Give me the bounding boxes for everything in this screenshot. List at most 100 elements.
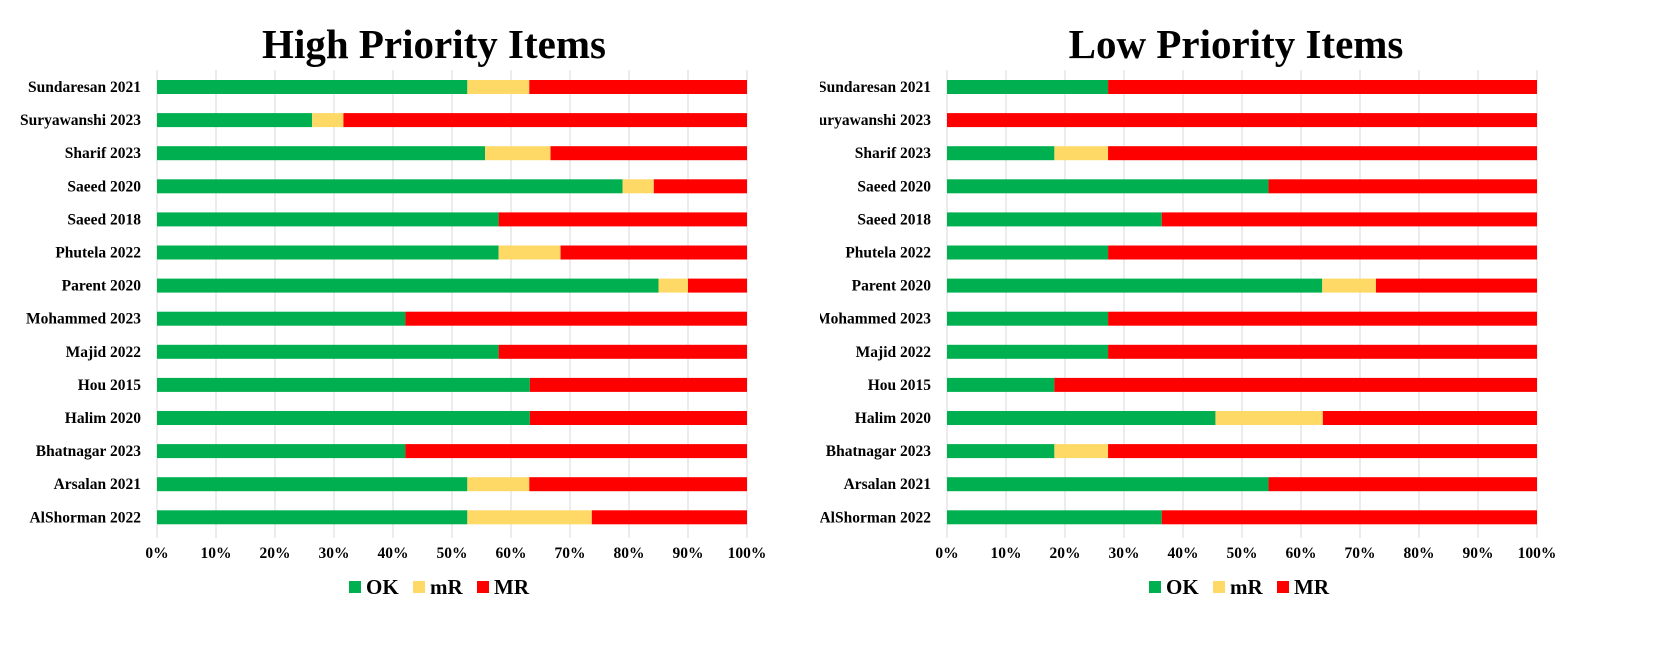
high-chart-title: High Priority Items	[262, 21, 606, 67]
high-bar-ok-majid-2022	[157, 344, 499, 359]
high-bar-ok-bhatnagar-2023	[157, 444, 406, 459]
high-bar-ok-parent-2020	[157, 278, 659, 293]
high-bar-mr-saeed-2018	[498, 212, 747, 227]
low-bar-ok-saeed-2020	[947, 179, 1269, 194]
low-bar-ok-majid-2022	[947, 344, 1109, 359]
low-x-tick-label: 20%	[1050, 545, 1081, 562]
high-legend-swatch-mr	[413, 581, 425, 593]
low-legend-swatch-mr	[1213, 581, 1225, 593]
low-bar-mr-bhatnagar-2023	[1054, 444, 1109, 459]
high-x-tick-label: 40%	[378, 545, 409, 562]
high-bar-ok-saeed-2018	[157, 212, 499, 227]
high-category-label: Sundaresan 2021	[28, 79, 141, 96]
high-bar-mr-bhatnagar-2023	[405, 444, 747, 459]
low-bar-mr-saeed-2020	[1268, 179, 1537, 194]
high-bar-ok-hou-2015	[157, 377, 530, 392]
high-bar-ok-halim-2020	[157, 411, 530, 425]
low-bar-ok-sharif-2023	[947, 146, 1055, 161]
low-bar-ok-sundaresan-2021	[947, 80, 1109, 94]
high-category-label: Bhatnagar 2023	[36, 443, 141, 460]
low-x-tick-label: 50%	[1227, 545, 1258, 562]
high-category-label: Parent 2020	[62, 278, 142, 295]
high-bar-ok-phutela-2022	[157, 245, 499, 260]
low-x-tick-label: 0%	[935, 545, 958, 562]
high-legend-label-mr: MR	[494, 575, 530, 599]
high-bar-ok-alshorman-2022	[157, 510, 468, 525]
low-legend-swatch-ok	[1149, 581, 1161, 593]
low-x-tick-label: 80%	[1404, 545, 1435, 562]
low-category-label: Mohammed 2023	[820, 311, 931, 328]
high-bar-mr-halim-2020	[529, 411, 747, 425]
high-priority-chart: High Priority Items 0% 10% 20% 30% 40% 50% 60% 7…	[20, 21, 766, 599]
low-bar-mr-sharif-2023	[1108, 146, 1537, 161]
low-x-tick-label: 30%	[1109, 545, 1140, 562]
low-legend-label-mr: mR	[1230, 575, 1263, 599]
high-category-label: Phutela 2022	[55, 245, 141, 262]
low-category-label: Saeed 2020	[857, 178, 931, 195]
high-category-label: Hou 2015	[78, 377, 142, 394]
high-category-label: Halim 2020	[65, 410, 141, 427]
low-bar-mr-halim-2020	[1322, 411, 1537, 425]
high-category-label: Arsalan 2021	[54, 476, 141, 493]
low-bar-mr-parent-2020	[1375, 278, 1537, 293]
high-bar-ok-saeed-2020	[157, 179, 623, 194]
high-x-tick-label: 20%	[260, 545, 291, 562]
high-bar-mr-alshorman-2022	[467, 510, 592, 525]
low-category-label: Bhatnagar 2023	[826, 443, 931, 460]
high-x-tick-label: 90%	[673, 545, 704, 562]
low-x-tick-label: 10%	[991, 545, 1022, 562]
high-x-tick-label: 70%	[555, 545, 586, 562]
low-bar-mr-parent-2020	[1322, 278, 1376, 293]
low-category-label: Sharif 2023	[855, 145, 931, 162]
low-category-label: AlShorman 2022	[820, 509, 931, 526]
high-bar-ok-sundaresan-2021	[157, 80, 468, 94]
low-bar-ok-saeed-2018	[947, 212, 1162, 227]
low-x-tick-label: 70%	[1345, 545, 1376, 562]
low-bar-mr-halim-2020	[1215, 411, 1323, 425]
low-x-tick-label: 90%	[1463, 545, 1494, 562]
high-bar-mr-sundaresan-2021	[529, 80, 747, 94]
high-bar-mr-saeed-2020	[622, 179, 654, 194]
low-bar-mr-alshorman-2022	[1161, 510, 1537, 525]
high-category-label: Majid 2022	[66, 344, 142, 361]
low-bar-mr-majid-2022	[1108, 344, 1537, 359]
low-category-label: Hou 2015	[868, 377, 932, 394]
low-legend-label-mr: MR	[1294, 575, 1330, 599]
high-legend-swatch-mr	[477, 581, 489, 593]
low-bar-ok-hou-2015	[947, 377, 1055, 392]
high-x-tick-label: 30%	[319, 545, 350, 562]
high-bar-mr-parent-2020	[658, 278, 688, 293]
high-x-tick-label: 50%	[437, 545, 468, 562]
low-category-label: Majid 2022	[856, 344, 932, 361]
high-category-label: Mohammed 2023	[26, 311, 141, 328]
low-bar-mr-saeed-2018	[1161, 212, 1537, 227]
high-bar-mr-saeed-2020	[653, 179, 747, 194]
low-bar-ok-arsalan-2021	[947, 477, 1269, 492]
high-x-tick-label: 10%	[201, 545, 232, 562]
high-x-tick-label: 60%	[496, 545, 527, 562]
low-bar-ok-phutela-2022	[947, 245, 1109, 260]
high-category-label: Saeed 2020	[67, 178, 141, 195]
high-category-label: Suryawanshi 2023	[20, 112, 141, 129]
high-bar-mr-suryawanshi-2023	[312, 113, 344, 128]
low-category-label: Phutela 2022	[845, 245, 931, 262]
high-bar-ok-suryawanshi-2023	[157, 113, 313, 128]
high-bar-ok-arsalan-2021	[157, 477, 468, 492]
low-legend-swatch-mr	[1277, 581, 1289, 593]
high-bar-mr-sharif-2023	[485, 146, 551, 161]
high-bar-mr-alshorman-2022	[591, 510, 747, 525]
low-category-label: Halim 2020	[855, 410, 931, 427]
low-category-label: Sundaresan 2021	[820, 79, 931, 96]
low-bar-ok-mohammed-2023	[947, 311, 1109, 326]
low-bar-mr-suryawanshi-2023	[947, 113, 1537, 128]
low-bar-ok-bhatnagar-2023	[947, 444, 1055, 459]
low-bar-mr-sharif-2023	[1054, 146, 1109, 161]
high-bar-mr-phutela-2022	[498, 245, 561, 260]
low-bar-mr-sundaresan-2021	[1108, 80, 1537, 94]
high-bar-mr-parent-2020	[688, 278, 747, 293]
low-category-label: Parent 2020	[852, 278, 932, 295]
low-x-tick-label: 100%	[1518, 545, 1557, 562]
low-bar-ok-halim-2020	[947, 411, 1216, 425]
high-bar-mr-majid-2022	[498, 344, 747, 359]
high-bar-ok-mohammed-2023	[157, 311, 406, 326]
